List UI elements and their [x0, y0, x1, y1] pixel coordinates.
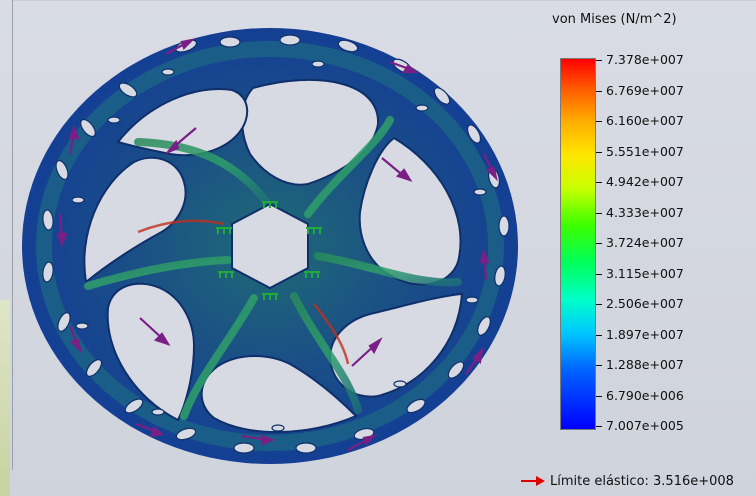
spoke-stress-bands: [84, 116, 462, 420]
colorbar-tick: [596, 274, 602, 275]
colorbar-tick-label: 3.115e+007: [606, 266, 684, 281]
disc-cutouts: [83, 78, 464, 434]
load-arrows: [56, 38, 498, 451]
arrow-right-icon: [521, 476, 545, 486]
legend-title: von Mises (N/m^2): [552, 12, 677, 27]
vent-holes: [42, 34, 510, 454]
colorbar-tick-label: 6.160e+007: [606, 113, 684, 128]
colorbar-tick: [596, 121, 602, 122]
colorbar-tick-label: 2.506e+007: [606, 296, 684, 311]
colorbar-tick: [596, 396, 602, 397]
colorbar-tick-label: 1.897e+007: [606, 327, 684, 342]
colorbar-tick: [596, 426, 602, 427]
colorbar-tick-label: 4.333e+007: [606, 205, 684, 220]
colorbar-tick-label: 4.942e+007: [606, 174, 684, 189]
yield-strength-label: Límite elástico: 3.516e+008: [550, 473, 734, 489]
colorbar-tick-label: 3.724e+007: [606, 235, 684, 250]
stress-colorbar: [560, 58, 596, 430]
colorbar-tick-label: 7.378e+007: [606, 52, 684, 67]
colorbar-tick: [596, 182, 602, 183]
colorbar-tick: [596, 91, 602, 92]
colorbar-tick: [596, 60, 602, 61]
viewport-border-left: [12, 0, 13, 470]
colorbar-tick-label: 6.790e+006: [606, 388, 684, 403]
brake-disc-stress-plot[interactable]: [18, 24, 530, 470]
colorbar-tick: [596, 152, 602, 153]
yield-strength-indicator: Límite elástico: 3.516e+008: [520, 472, 734, 490]
colorbar-tick: [596, 335, 602, 336]
colorbar-tick: [596, 304, 602, 305]
colorbar-tick-label: 6.769e+007: [606, 83, 684, 98]
viewport-border-top: [12, 0, 756, 1]
colorbar-tick-label: 5.551e+007: [606, 144, 684, 159]
side-panel-edge: [0, 300, 10, 496]
colorbar-tick: [596, 213, 602, 214]
colorbar-tick: [596, 243, 602, 244]
colorbar-tick-label: 7.007e+005: [606, 418, 684, 433]
colorbar-tick-label: 1.288e+007: [606, 357, 684, 372]
fixture-markers: [216, 201, 322, 300]
colorbar-tick: [596, 365, 602, 366]
hub-hole: [231, 202, 309, 290]
